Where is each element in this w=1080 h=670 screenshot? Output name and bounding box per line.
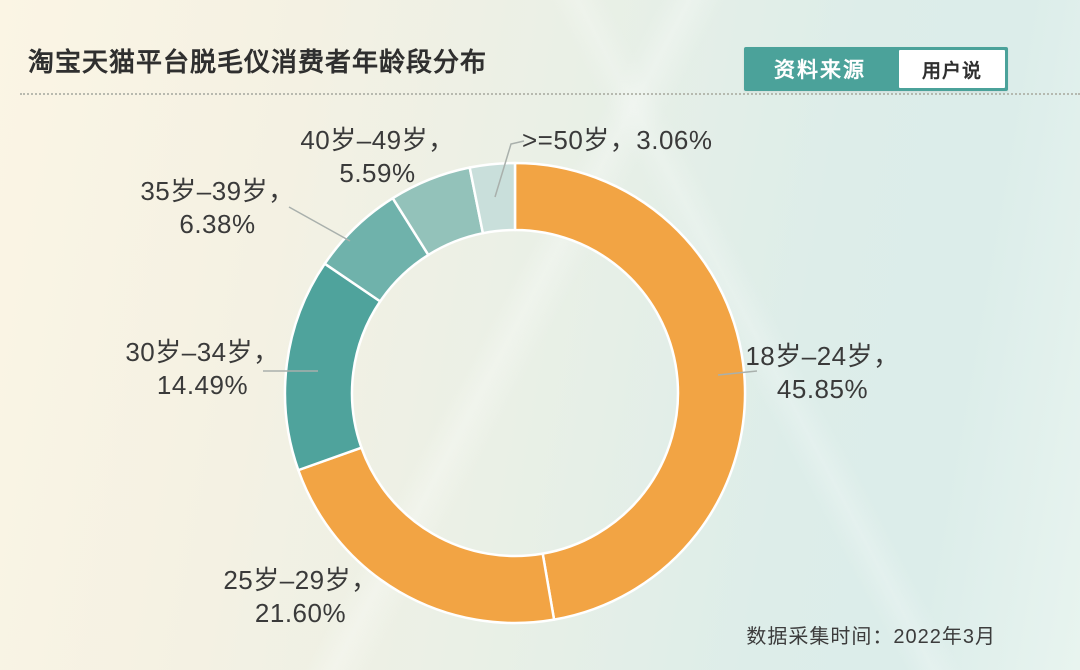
leader-line-2 bbox=[288, 206, 351, 242]
slice-label-line: 45.85% bbox=[776, 374, 869, 404]
data-collection-note: 数据采集时间：2022年3月 bbox=[746, 626, 996, 648]
slice-label-line: 30岁–34岁， bbox=[125, 337, 280, 367]
donut-slice-0 bbox=[513, 161, 747, 621]
slice-label-line: 40岁–49岁， bbox=[300, 125, 455, 155]
source-badge-label: 资料来源 bbox=[774, 59, 866, 82]
slice-label-line: 14.49% bbox=[156, 370, 249, 400]
slice-label-line: 35岁–39岁， bbox=[140, 176, 295, 206]
title-divider bbox=[20, 93, 1080, 95]
slice-label-line: >=50岁，3.06% bbox=[522, 125, 713, 155]
slice-label-line: 5.59% bbox=[339, 158, 416, 188]
slice-label-line: 18岁–24岁， bbox=[745, 341, 900, 371]
slice-label-35-39: 35岁–39岁， 6.38% bbox=[115, 175, 320, 241]
slice-label-line: 6.38% bbox=[179, 209, 256, 239]
leader-line-0 bbox=[717, 370, 758, 376]
donut-slice-5 bbox=[468, 161, 517, 235]
slice-label-line: 25岁–29岁， bbox=[223, 565, 378, 595]
slice-label-line: 21.60% bbox=[254, 598, 347, 628]
slice-label-18-24: 18岁–24岁， 45.85% bbox=[720, 340, 925, 406]
slice-label-25-29: 25岁–29岁， 21.60% bbox=[198, 564, 403, 630]
source-badge-value: 用户说 bbox=[899, 50, 1005, 88]
source-badge: 资料来源 用户说 bbox=[744, 47, 1008, 91]
slice-label-30-34: 30岁–34岁， 14.49% bbox=[100, 336, 305, 402]
donut-chart bbox=[263, 140, 758, 625]
slice-label-40-49: 40岁–49岁， 5.59% bbox=[275, 124, 480, 190]
leader-line-3 bbox=[494, 140, 525, 198]
page-title: 淘宝天猫平台脱毛仪消费者年龄段分布 bbox=[28, 47, 488, 77]
slice-label-50plus: >=50岁，3.06% bbox=[522, 124, 752, 157]
